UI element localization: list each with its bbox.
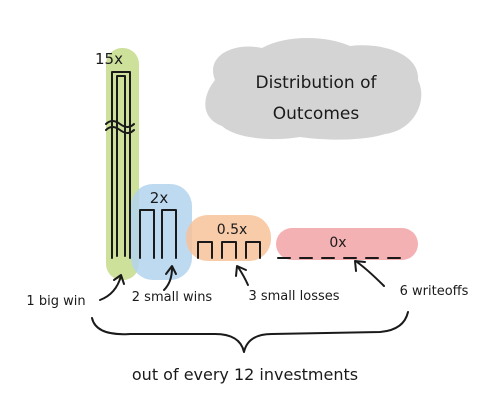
title-cloud	[205, 37, 422, 140]
bars-group	[105, 71, 401, 259]
arrow-small-wins	[163, 265, 177, 291]
highlight-writeoffs	[276, 228, 418, 260]
bar-small-win-1	[139, 209, 155, 259]
highlight-small-losses	[186, 215, 271, 261]
arrow-small-losses	[235, 265, 249, 286]
category-label-small-wins: 2 small wins	[132, 290, 213, 305]
arrow-big-win	[99, 274, 125, 301]
bar-small-win-2	[161, 209, 177, 259]
multiple-label-writeoffs: 0x	[329, 235, 346, 251]
axis-break-mark	[105, 120, 135, 134]
chart-title-line-2: Outcomes	[273, 104, 360, 124]
category-label-writeoffs: 6 writeoffs	[400, 284, 469, 299]
multiple-label-big-win: 15x	[95, 50, 123, 68]
multiple-label-small-wins: 2x	[150, 189, 169, 207]
bar-big-win	[111, 71, 131, 259]
bar-small-loss-1	[197, 241, 213, 259]
category-label-small-losses: 3 small losses	[248, 289, 339, 304]
category-label-big-win: 1 big win	[26, 294, 85, 309]
chart-title-line-1: Distribution of	[256, 73, 378, 93]
multiple-label-small-losses: 0.5x	[217, 222, 248, 238]
bar-small-loss-2	[221, 241, 237, 259]
bar-small-loss-3	[245, 241, 261, 259]
footer-text: out of every 12 investments	[132, 365, 358, 384]
arrow-writeoffs	[354, 260, 385, 287]
grouping-brace	[91, 311, 409, 353]
bar-big-win-inner	[116, 75, 126, 257]
